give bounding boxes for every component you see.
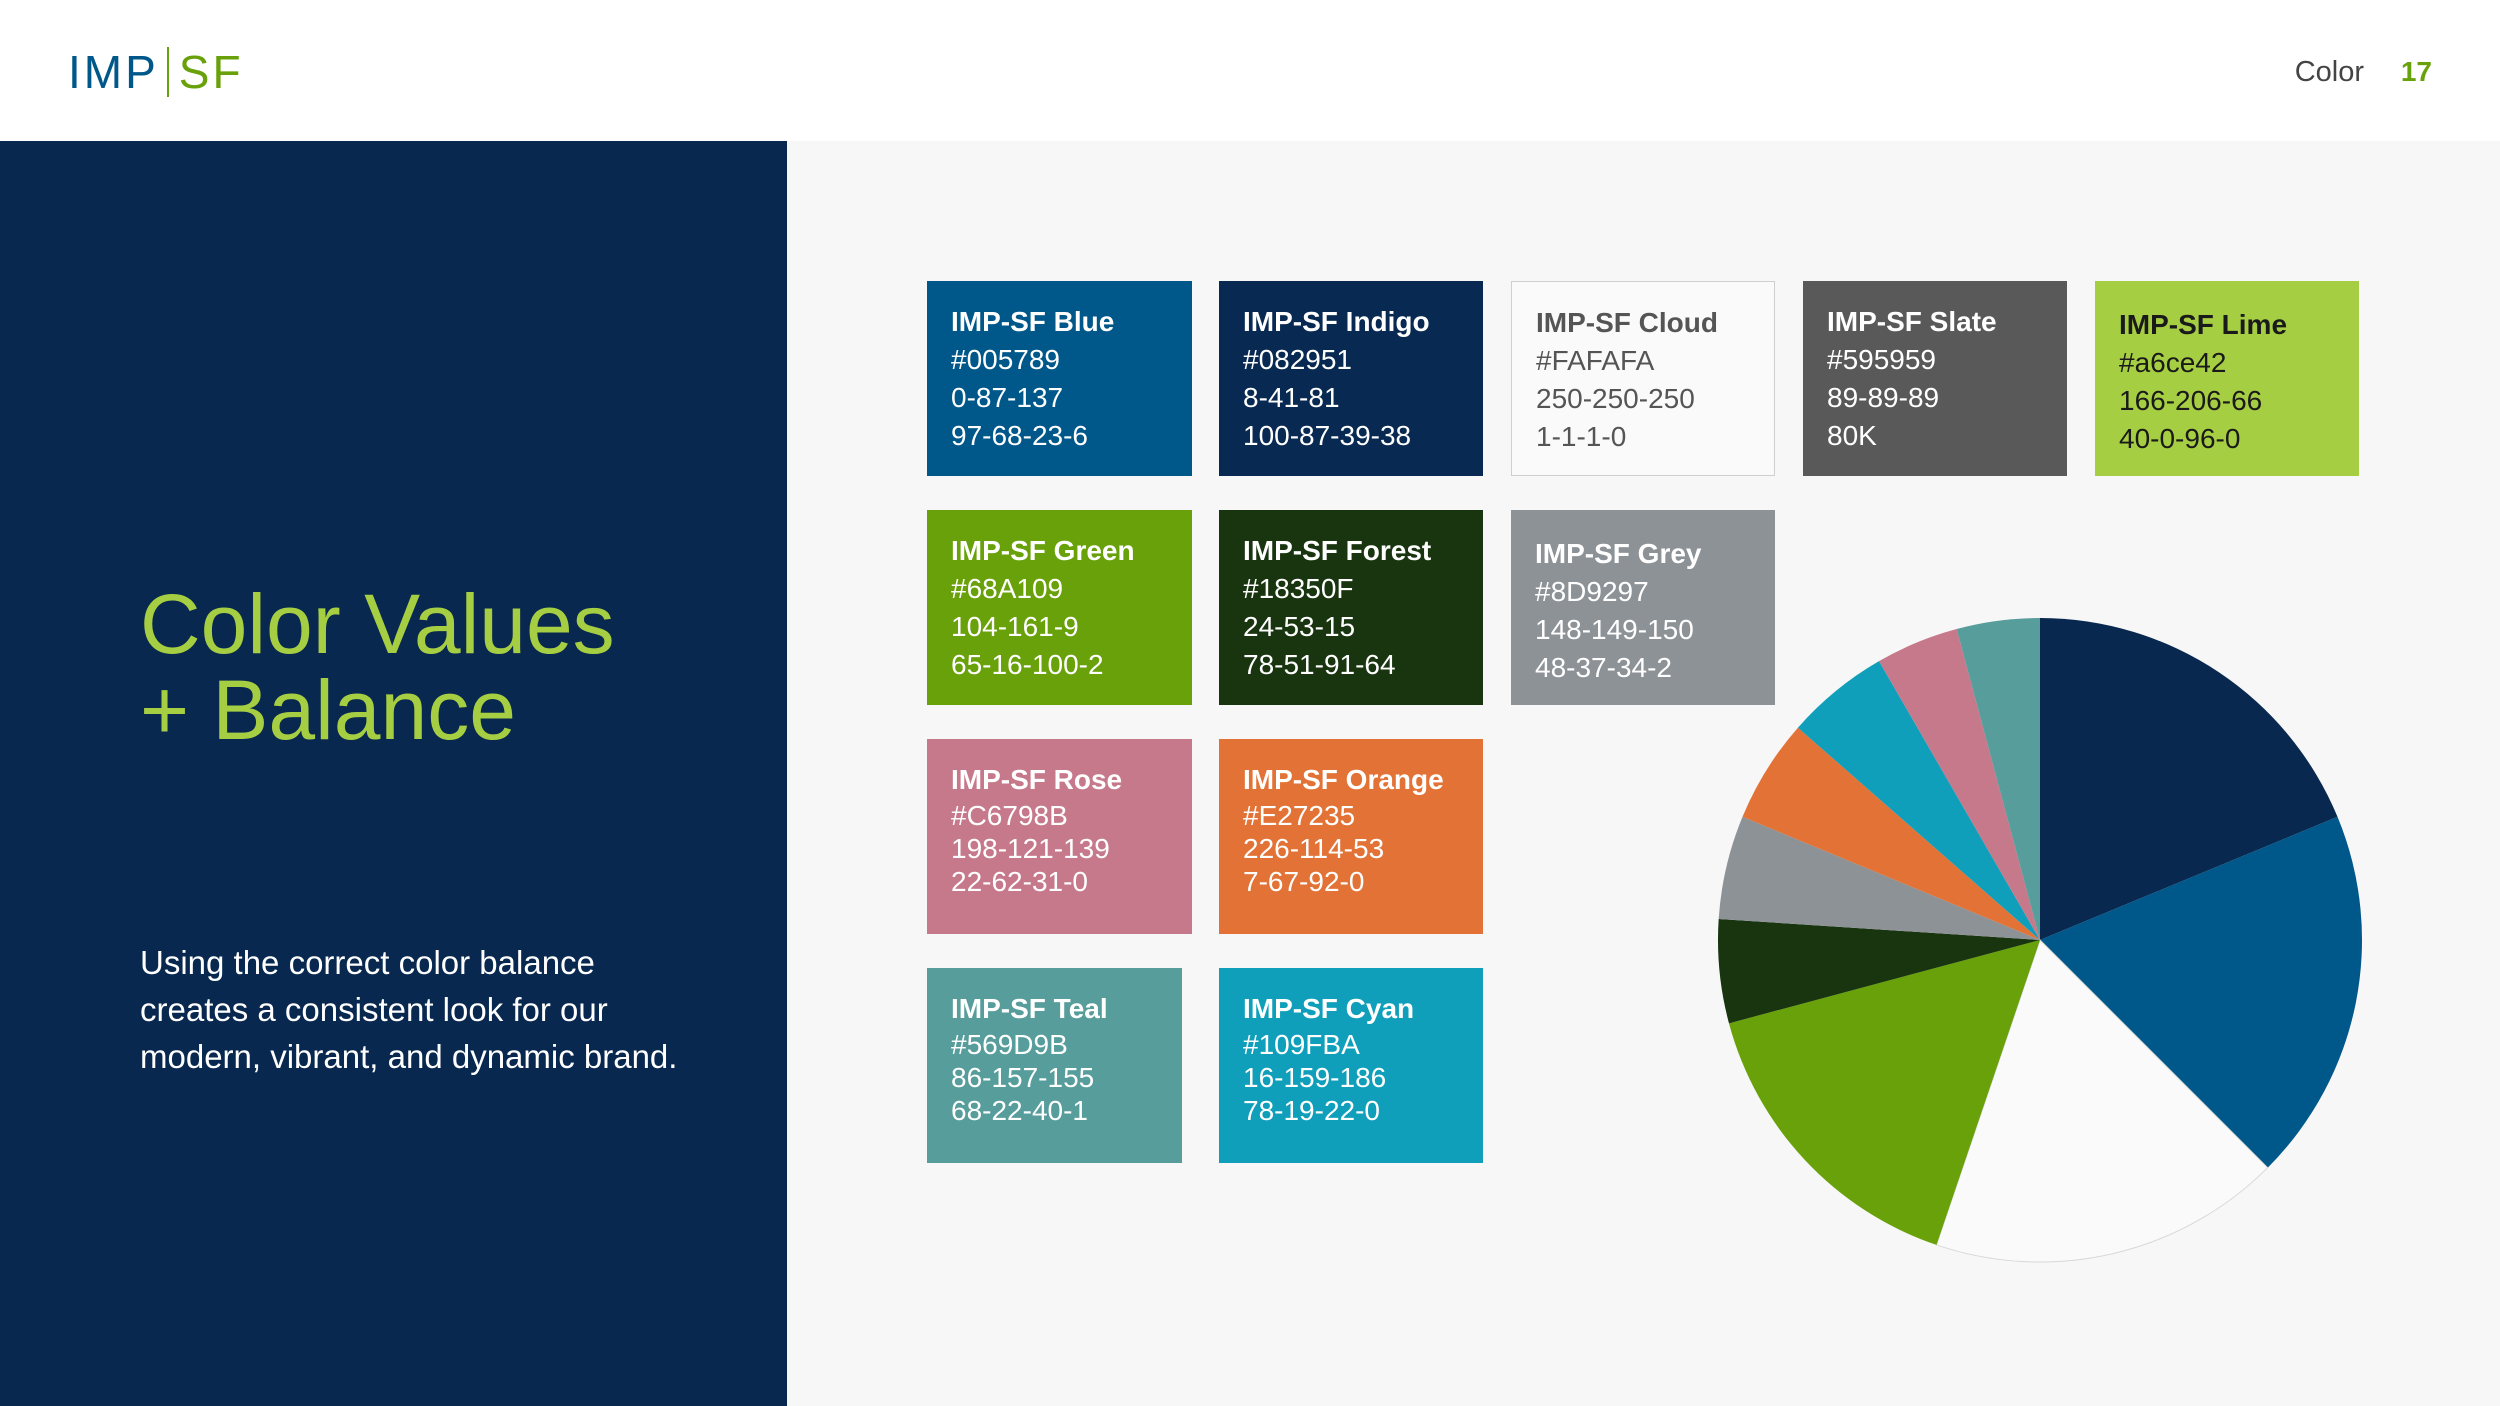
swatch-cmyk: 40-0-96-0 (2119, 423, 2241, 454)
color-balance-pie-chart (1718, 618, 2362, 1263)
swatch-orange: IMP-SF Orange #E27235 226-114-53 7-67-92… (1219, 739, 1483, 934)
swatch-teal: IMP-SF Teal #569D9B 86-157-155 68-22-40-… (927, 968, 1182, 1163)
title-line-1: Color Values (140, 577, 615, 671)
pie-slice-imp-sf-cyan (1797, 661, 2040, 940)
swatch-hex: #a6ce42 (2119, 347, 2227, 378)
swatch-lime: IMP-SF Lime #a6ce42 166-206-66 40-0-96-0 (2095, 281, 2359, 476)
page-title: Color Values + Balance (140, 581, 760, 753)
pie-slice-imp-sf-green (1728, 940, 2040, 1245)
swatch-name: IMP-SF Rose (951, 764, 1123, 795)
swatch-forest: IMP-SF Forest #18350F 24-53-15 78-51-91-… (1219, 510, 1483, 705)
pie-slice-imp-sf-teal (1956, 618, 2040, 940)
swatch-rgb: 148-149-150 (1535, 614, 1694, 645)
swatch-indigo: IMP-SF Indigo #082951 8-41-81 100-87-39-… (1219, 281, 1483, 476)
intro-panel: Color Values + Balance Using the correct… (0, 141, 787, 1406)
swatch-hex: #C6798B (951, 800, 1068, 831)
swatch-rgb: 104-161-9 (951, 611, 1079, 642)
pie-slice-imp-sf-rose (1879, 628, 2040, 940)
header: IMP SF Color 17 (0, 0, 2500, 141)
swatch-name: IMP-SF Cloud (1536, 307, 1718, 338)
swatch-cmyk: 80K (1827, 420, 1877, 451)
swatch-cloud: IMP-SF Cloud #FAFAFA 250-250-250 1-1-1-0 (1511, 281, 1775, 476)
imp-sf-logo: IMP SF (68, 44, 244, 100)
swatch-hex: #109FBA (1243, 1029, 1360, 1060)
swatch-name: IMP-SF Indigo (1243, 306, 1430, 337)
swatch-cmyk: 78-19-22-0 (1243, 1095, 1380, 1126)
swatch-name: IMP-SF Cyan (1243, 993, 1415, 1024)
swatch-rgb: 8-41-81 (1243, 382, 1340, 413)
swatch-hex: #569D9B (951, 1029, 1068, 1060)
logo-divider (166, 47, 169, 97)
intro-description: Using the correct color balance creates … (140, 944, 678, 1075)
swatch-name: IMP-SF Lime (2119, 309, 2288, 340)
swatch-rgb: 198-121-139 (951, 833, 1110, 864)
swatch-name: IMP-SF Blue (951, 306, 1115, 337)
swatch-cmyk: 65-16-100-2 (951, 649, 1104, 680)
swatch-grey: IMP-SF Grey #8D9297 148-149-150 48-37-34… (1511, 510, 1775, 705)
swatch-rgb: 0-87-137 (951, 382, 1064, 413)
swatch-hex: #595959 (1827, 344, 1937, 375)
swatch-cmyk: 100-87-39-38 (1243, 420, 1412, 451)
page-number: 17 (2400, 56, 2432, 87)
swatch-hex: #E27235 (1243, 800, 1356, 831)
swatch-name: IMP-SF Teal (951, 993, 1108, 1024)
swatch-hex: #FAFAFA (1536, 345, 1655, 376)
pie-slice-imp-sf-grey (1718, 816, 2040, 940)
swatch-cmyk: 97-68-23-6 (951, 420, 1088, 451)
swatch-cmyk: 48-37-34-2 (1535, 652, 1672, 683)
swatch-name: IMP-SF Green (951, 535, 1135, 566)
swatch-rgb: 24-53-15 (1243, 611, 1356, 642)
swatch-name: IMP-SF Slate (1827, 306, 1997, 337)
swatch-cmyk: 22-62-31-0 (951, 866, 1088, 897)
swatch-cyan: IMP-SF Cyan #109FBA 16-159-186 78-19-22-… (1219, 968, 1483, 1163)
swatch-rgb: 250-250-250 (1536, 383, 1695, 414)
swatch-hex: #082951 (1243, 344, 1353, 375)
title-line-2: + Balance (140, 663, 516, 757)
swatch-cmyk: 1-1-1-0 (1536, 421, 1627, 452)
swatch-blue: IMP-SF Blue #005789 0-87-137 97-68-23-6 (927, 281, 1192, 476)
swatch-rgb: 226-114-53 (1243, 833, 1385, 864)
swatch-rgb: 166-206-66 (2119, 385, 2263, 416)
logo-sf-text: SF (178, 46, 244, 98)
pie-slice-imp-sf-cloud (1935, 939, 2269, 1263)
swatch-cmyk: 68-22-40-1 (951, 1095, 1088, 1126)
swatch-name: IMP-SF Forest (1243, 535, 1432, 566)
swatch-hex: #005789 (951, 344, 1061, 375)
swatch-hex: #68A109 (951, 573, 1064, 604)
swatch-cmyk: 78-51-91-64 (1243, 649, 1396, 680)
swatch-cmyk: 7-67-92-0 (1243, 866, 1365, 897)
swatch-name: IMP-SF Orange (1243, 764, 1444, 795)
swatch-rgb: 89-89-89 (1827, 382, 1940, 413)
swatch-name: IMP-SF Grey (1535, 538, 1702, 569)
swatch-rose: IMP-SF Rose #C6798B 198-121-139 22-62-31… (927, 739, 1192, 934)
pie-slice-imp-sf-blue (2040, 816, 2362, 1168)
pie-slice-imp-sf-forest (1718, 918, 2040, 1024)
swatch-rgb: 16-159-186 (1243, 1062, 1387, 1093)
swatch-green: IMP-SF Green #68A109 104-161-9 65-16-100… (927, 510, 1192, 705)
section-label: Color (2294, 56, 2364, 88)
swatch-hex: #8D9297 (1535, 576, 1649, 607)
swatch-rgb: 86-157-155 (951, 1062, 1095, 1093)
swatch-hex: #18350F (1243, 573, 1354, 604)
logo-imp-text: IMP (68, 46, 159, 98)
pie-slice-imp-sf-orange (1742, 727, 2040, 940)
pie-slice-imp-sf-indigo (2040, 618, 2338, 940)
swatch-slate: IMP-SF Slate #595959 89-89-89 80K (1803, 281, 2067, 476)
